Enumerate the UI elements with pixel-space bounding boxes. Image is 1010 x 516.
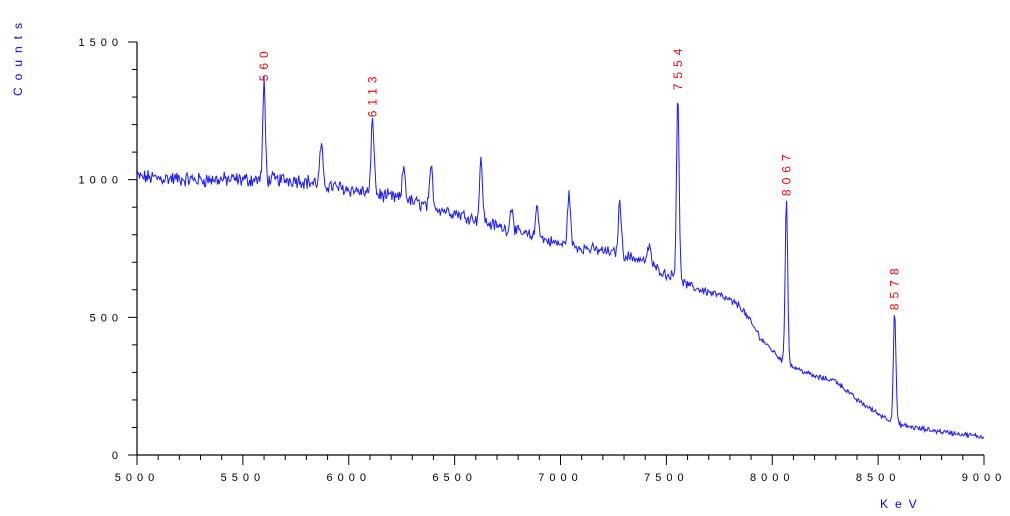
peak-label: 8067 (779, 149, 793, 196)
x-tick-label: 7000 (538, 472, 582, 484)
peak-label: 560 (257, 46, 271, 81)
y-tick-label: 1000 (79, 175, 123, 187)
spectrum-line (136, 76, 985, 440)
y-axis-label: Counts (11, 16, 25, 96)
x-axis-label: KeV (880, 497, 924, 511)
x-tick-label: 5500 (221, 472, 265, 484)
peak-labels: 560 6113 7554 8067 8578 (257, 44, 902, 311)
peak-label: 6113 (366, 71, 380, 117)
peak-label: 8578 (888, 263, 902, 310)
y-tick-label: 1500 (79, 37, 123, 49)
x-tick-label: 8500 (856, 472, 900, 484)
y-tick-label: 500 (90, 312, 123, 324)
y-tick-label: 0 (112, 450, 123, 462)
x-tick-label: 5000 (115, 472, 159, 484)
axes: 0 500 1000 1500 5000 5500 6000 6500 7000 7500 8000… (79, 37, 1006, 484)
x-tick-label: 7500 (644, 472, 688, 484)
x-tick-label: 6000 (327, 472, 371, 484)
peak-label: 7554 (671, 44, 685, 91)
x-tick-label: 9000 (962, 472, 1006, 484)
x-tick-label: 6500 (432, 472, 476, 484)
x-tick-label: 8000 (750, 472, 794, 484)
